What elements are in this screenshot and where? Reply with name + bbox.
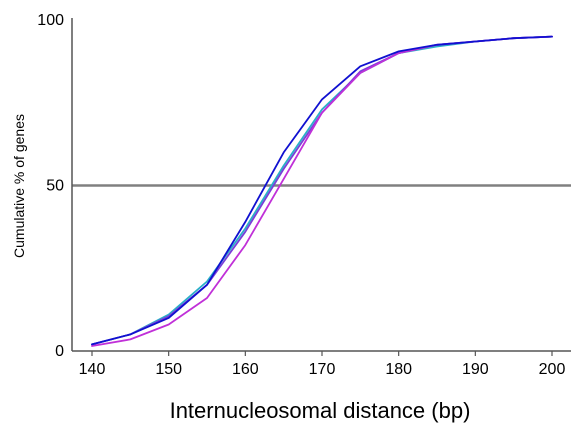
x-tick-label-140: 140 (79, 361, 106, 378)
y-tick-label-0: 0 (55, 343, 64, 360)
axes (71, 18, 571, 356)
y-axis-title: Cumulative % of genes (11, 114, 27, 258)
x-tick-label-170: 170 (309, 361, 336, 378)
x-tick-label-190: 190 (462, 361, 489, 378)
x-tick-label-180: 180 (385, 361, 412, 378)
y-tick-label-100: 100 (37, 12, 64, 29)
series-line-3 (91, 35, 553, 347)
series-line-2 (91, 35, 553, 346)
x-tick-label-150: 150 (155, 361, 182, 378)
series-group (91, 35, 553, 347)
series-line-4 (91, 35, 553, 346)
tick-labels: 0 50 100 140 150 160 170 180 190 200 (37, 12, 565, 378)
y-tick-label-50: 50 (46, 178, 64, 195)
x-axis-title: Internucleosomal distance (bp) (170, 398, 471, 423)
x-tick-label-160: 160 (232, 361, 259, 378)
x-tick-label-200: 200 (539, 361, 566, 378)
series-line-1 (91, 35, 553, 346)
